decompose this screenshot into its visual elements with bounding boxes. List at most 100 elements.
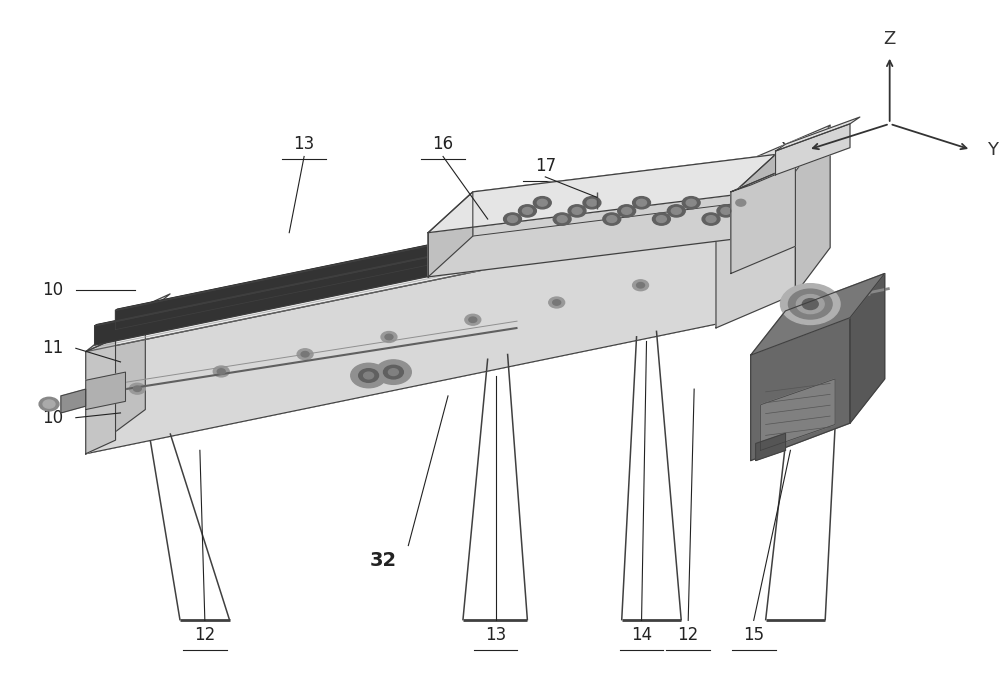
Polygon shape: [795, 125, 830, 294]
Text: 15: 15: [743, 626, 764, 644]
Circle shape: [656, 216, 666, 223]
Circle shape: [587, 199, 597, 206]
Polygon shape: [756, 433, 785, 460]
Circle shape: [568, 205, 586, 217]
Circle shape: [359, 369, 379, 382]
Polygon shape: [86, 382, 125, 406]
Circle shape: [297, 349, 313, 360]
Circle shape: [637, 283, 645, 288]
Text: 13: 13: [485, 626, 506, 644]
Polygon shape: [428, 192, 473, 277]
Polygon shape: [751, 273, 885, 355]
Polygon shape: [86, 175, 785, 352]
Circle shape: [583, 197, 601, 209]
Text: Z: Z: [884, 30, 896, 48]
Polygon shape: [761, 379, 835, 450]
Circle shape: [504, 213, 521, 225]
Text: 11: 11: [42, 339, 64, 357]
Circle shape: [469, 317, 477, 322]
Polygon shape: [731, 165, 795, 273]
Circle shape: [217, 369, 225, 374]
Circle shape: [717, 205, 735, 217]
Circle shape: [780, 283, 840, 324]
Circle shape: [721, 208, 731, 214]
Circle shape: [553, 300, 561, 305]
Text: 17: 17: [535, 157, 556, 175]
Polygon shape: [95, 193, 739, 345]
Polygon shape: [776, 124, 850, 175]
Circle shape: [537, 199, 547, 206]
Polygon shape: [86, 294, 170, 352]
Polygon shape: [86, 277, 785, 454]
Polygon shape: [850, 273, 885, 423]
Circle shape: [557, 216, 567, 223]
Polygon shape: [86, 372, 125, 410]
Circle shape: [618, 205, 636, 217]
Circle shape: [549, 297, 565, 308]
Circle shape: [364, 372, 374, 379]
Circle shape: [522, 208, 532, 214]
Circle shape: [533, 197, 551, 209]
Circle shape: [736, 199, 746, 206]
Polygon shape: [86, 219, 731, 454]
Polygon shape: [116, 177, 760, 311]
Polygon shape: [776, 117, 860, 151]
Circle shape: [518, 205, 536, 217]
Circle shape: [686, 199, 696, 206]
Polygon shape: [428, 154, 776, 233]
Circle shape: [633, 280, 648, 291]
Text: 16: 16: [432, 135, 454, 153]
Polygon shape: [716, 125, 830, 206]
Circle shape: [384, 365, 403, 379]
Text: 14: 14: [631, 626, 652, 644]
Text: 12: 12: [194, 626, 215, 644]
Circle shape: [388, 369, 398, 376]
Circle shape: [39, 398, 59, 411]
Circle shape: [671, 208, 681, 214]
Circle shape: [465, 314, 481, 325]
Circle shape: [607, 216, 617, 223]
Circle shape: [213, 366, 229, 377]
Polygon shape: [86, 307, 145, 454]
Circle shape: [376, 360, 411, 385]
Circle shape: [706, 216, 716, 223]
Circle shape: [633, 197, 650, 209]
Polygon shape: [61, 389, 86, 413]
Circle shape: [572, 208, 582, 214]
Polygon shape: [428, 195, 731, 277]
Text: Y: Y: [987, 141, 998, 158]
Polygon shape: [751, 318, 850, 460]
Polygon shape: [95, 192, 741, 326]
Circle shape: [508, 216, 517, 223]
Text: 10: 10: [42, 281, 64, 299]
Circle shape: [129, 383, 145, 394]
Circle shape: [788, 289, 832, 319]
Circle shape: [796, 294, 824, 313]
Circle shape: [381, 331, 397, 342]
Text: 13: 13: [293, 135, 315, 153]
Circle shape: [622, 208, 632, 214]
Polygon shape: [716, 171, 795, 328]
Polygon shape: [86, 338, 116, 454]
Circle shape: [553, 213, 571, 225]
Polygon shape: [473, 154, 776, 236]
Circle shape: [301, 352, 309, 357]
Text: 32: 32: [370, 551, 397, 570]
Circle shape: [652, 213, 670, 225]
Text: X: X: [780, 141, 793, 158]
Circle shape: [603, 213, 621, 225]
Circle shape: [702, 213, 720, 225]
Circle shape: [732, 197, 750, 209]
Circle shape: [637, 199, 647, 206]
Circle shape: [133, 386, 141, 391]
Polygon shape: [116, 178, 758, 330]
Text: 10: 10: [42, 408, 64, 427]
Circle shape: [43, 400, 55, 408]
Circle shape: [802, 298, 818, 309]
Circle shape: [385, 334, 393, 339]
Circle shape: [351, 363, 386, 388]
Text: 12: 12: [678, 626, 699, 644]
Circle shape: [682, 197, 700, 209]
Polygon shape: [731, 158, 815, 192]
Circle shape: [667, 205, 685, 217]
